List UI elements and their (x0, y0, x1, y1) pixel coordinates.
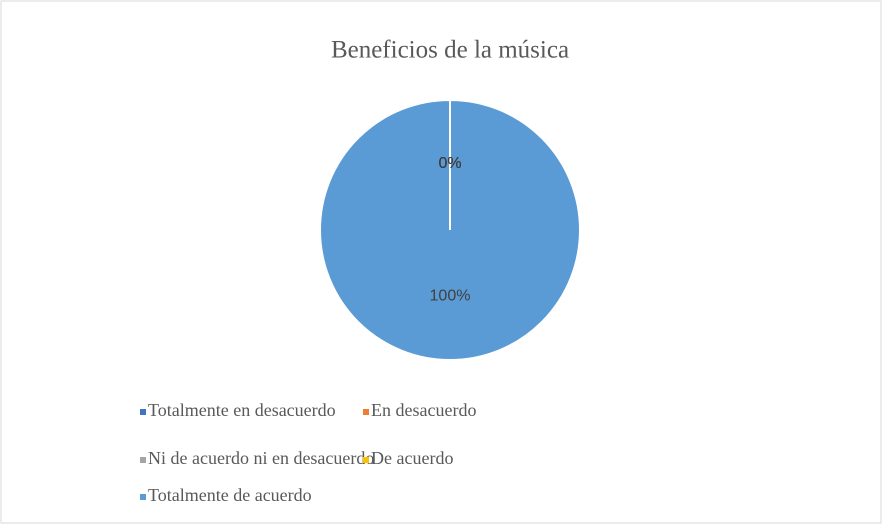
legend-swatch (140, 494, 146, 500)
data-label: 0% (438, 155, 461, 172)
legend-label: Ni de acuerdo ni en desacuerdo (148, 448, 374, 468)
legend-label: Totalmente de acuerdo (148, 485, 312, 505)
legend-swatch (363, 457, 369, 463)
pie-slice (319, 98, 581, 362)
data-label: 0% (438, 155, 461, 172)
legend-label: Totalmente en desacuerdo (148, 400, 336, 420)
legend-swatch (140, 409, 146, 415)
data-label: 100% (430, 288, 471, 305)
data-label: 0% (438, 155, 461, 172)
legend-swatch (363, 409, 369, 415)
legend-swatch (140, 457, 146, 463)
chart-title: Beneficios de la música (331, 37, 569, 64)
legend-label: En desacuerdo (371, 400, 476, 420)
data-label: 0% (438, 155, 461, 172)
legend-label: De acuerdo (371, 448, 453, 468)
